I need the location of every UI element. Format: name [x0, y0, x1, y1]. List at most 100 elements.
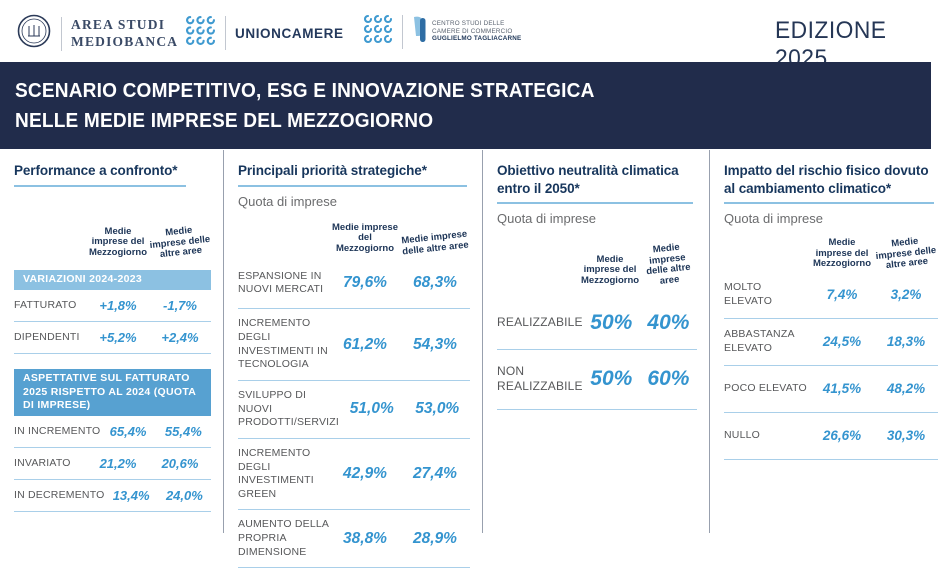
logo-divider [402, 14, 403, 49]
row-label: INCREMENTO DEGLI INVESTIMENTI IN TECNOLO… [238, 317, 328, 371]
value-altre-aree: 30,3% [886, 428, 926, 444]
table-row: ABBASTANZA ELEVATO 24,5% 18,3% [724, 319, 938, 366]
mediobanca-logo: AREA STUDI MEDIOBANCA [16, 13, 178, 54]
unioncamere-logo: UNIONCAMERE [185, 15, 344, 51]
table-row: FATTURATO +1,8% -1,7% [14, 290, 211, 323]
header-mezzogiorno: Medie imprese del Mezzogiorno [88, 225, 148, 258]
slide-title-bar: SCENARIO COMPETITIVO, ESG E INNOVAZIONE … [0, 62, 931, 149]
value-altre-aree: 54,3% [413, 335, 457, 353]
table-row: NON REALIZZABILE 50% 60% [497, 350, 697, 410]
row-label: MOLTO ELEVATO [724, 281, 773, 307]
column-header-row: Medie imprese del Mezzogiorno Medie impr… [724, 235, 938, 272]
row-label: POCO ELEVATO [724, 382, 807, 395]
table-row: REALIZZABILE 50% 40% [497, 297, 697, 350]
table-row: MOLTO ELEVATO 7,4% 3,2% [724, 272, 938, 319]
value-altre-aree: 27,4% [413, 465, 457, 483]
logo-divider [225, 16, 226, 50]
column-title: Obiettivo neutralità climatica entro il … [497, 163, 679, 196]
table-row: INCREMENTO DEGLI INVESTIMENTI GREEN 42,9… [238, 439, 470, 511]
value-altre-aree: 53,0% [415, 400, 460, 418]
slide-title-line2: NELLE MEDIE IMPRESE DEL MEZZOGIORNO [15, 108, 434, 132]
unioncamere-swirl-icon [185, 15, 216, 51]
value-mezzogiorno: 41,5% [822, 381, 862, 397]
mediobanca-emblem-icon [16, 13, 52, 54]
value-mezzogiorno: 61,2% [343, 335, 387, 353]
header-mezzogiorno: Medie imprese del Mezzogiorno [812, 237, 872, 270]
title-underline [238, 184, 467, 187]
header-mezzogiorno: Medie imprese del Mezzogiorno [332, 221, 398, 254]
table-row: NULLO 26,6% 30,3% [724, 413, 938, 460]
row-label: NULLO [724, 429, 761, 442]
row-label: INVARIATO [14, 456, 71, 469]
value-altre-aree: 24,0% [165, 487, 203, 503]
header-altre-aree: Medie imprese delle altre aree [645, 241, 692, 287]
value-altre-aree: 55,4% [164, 423, 202, 439]
column-subtitle: Quota di imprese [497, 211, 596, 227]
value-mezzogiorno: 51,0% [349, 400, 394, 418]
column-subtitle: Quota di imprese [724, 211, 823, 227]
logo-band: AREA STUDI MEDIOBANCA UNIONCAMERE CENTRO… [0, 0, 950, 72]
logo-divider [61, 16, 62, 51]
value-mezzogiorno: 13,4% [112, 487, 150, 503]
column-subtitle: Quota di imprese [238, 193, 337, 209]
value-altre-aree: 18,3% [886, 334, 926, 350]
value-mezzogiorno: 7,4% [826, 287, 858, 303]
row-label: IN DECREMENTO [14, 488, 105, 501]
table-row: DIPENDENTI +5,2% +2,4% [14, 322, 211, 355]
tagliacarne-logo: CENTRO STUDI DELLE CAMERE DI COMMERCIO G… [363, 14, 521, 49]
column-header-row: Medie imprese del Mezzogiorno Medie impr… [14, 224, 211, 260]
value-mezzogiorno: 24,5% [822, 334, 862, 350]
column-title: Performance a confronto* [14, 163, 178, 178]
row-label: IN INCREMENTO [14, 424, 101, 437]
value-altre-aree: -1,7% [163, 298, 197, 314]
header-mezzogiorno: Medie imprese del Mezzogiorno [581, 253, 640, 286]
tagliacarne-label-line1: CENTRO STUDI DELLE [432, 19, 505, 27]
header-altre-aree: Medie imprese delle altre aree [875, 235, 937, 272]
title-underline [14, 184, 186, 187]
header-altre-aree: Medie imprese delle altre aree [400, 228, 470, 258]
value-altre-aree: 3,2% [890, 287, 922, 303]
table-row: AUMENTO DELLA PROPRIA DIMENSIONE 38,8% 2… [238, 510, 470, 568]
value-mezzogiorno: +1,8% [99, 298, 137, 314]
row-label: NON REALIZZABILE [497, 363, 583, 394]
column-title: Impatto del rischio fisico dovuto al cam… [724, 163, 929, 196]
banner-aspettative: ASPETTATIVE SUL FATTURATO 2025 RISPETTO … [14, 369, 211, 416]
column-header-row: Medie imprese del Mezzogiorno Medie impr… [497, 241, 697, 287]
table-row: IN INCREMENTO 65,4% 55,4% [14, 416, 211, 448]
value-altre-aree: 20,6% [161, 455, 199, 471]
table-row: IN DECREMENTO 13,4% 24,0% [14, 480, 211, 512]
value-altre-aree: 40% [647, 310, 690, 334]
column-performance: Performance a confronto* Medie imprese d… [0, 150, 224, 533]
column-neutralita-climatica: Obiettivo neutralità climatica entro il … [483, 150, 710, 533]
value-mezzogiorno: 50% [590, 310, 633, 334]
tagliacarne-label-line2: CAMERE DI COMMERCIO [432, 27, 513, 35]
tagliacarne-label-line3: GUGLIELMO TAGLIACARNE [432, 35, 522, 43]
table-row: INCREMENTO DEGLI INVESTIMENTI IN TECNOLO… [238, 309, 470, 381]
value-altre-aree: 48,2% [886, 381, 926, 397]
column-header-row: Medie imprese del Mezzogiorno Medie impr… [238, 221, 470, 258]
value-altre-aree: 60% [647, 367, 690, 391]
table-row: POCO ELEVATO 41,5% 48,2% [724, 366, 938, 413]
row-label: REALIZZABILE [497, 314, 583, 329]
value-mezzogiorno: 79,6% [343, 274, 387, 292]
value-mezzogiorno: 42,9% [343, 465, 387, 483]
value-mezzogiorno: +5,2% [99, 330, 137, 346]
value-altre-aree: +2,4% [161, 330, 199, 346]
column-title: Principali priorità strategiche* [238, 163, 427, 178]
content-columns: Performance a confronto* Medie imprese d… [0, 150, 950, 568]
row-label: FATTURATO [14, 298, 77, 311]
value-mezzogiorno: 65,4% [109, 423, 147, 439]
table-row: SVILUPPO DI NUOVI PRODOTTI/SERVIZI 51,0%… [238, 381, 470, 439]
row-label: DIPENDENTI [14, 330, 80, 343]
row-label: INCREMENTO DEGLI INVESTIMENTI GREEN [238, 446, 314, 500]
value-mezzogiorno: 50% [590, 367, 633, 391]
table-row: ESPANSIONE IN NUOVI MERCATI 79,6% 68,3% [238, 258, 470, 310]
row-label: AUMENTO DELLA PROPRIA DIMENSIONE [238, 518, 329, 558]
slide-title-line1: SCENARIO COMPETITIVO, ESG E INNOVAZIONE … [15, 79, 595, 103]
row-label: ABBASTANZA ELEVATO [724, 328, 795, 354]
value-altre-aree: 68,3% [413, 274, 457, 292]
mediobanca-label-line2: MEDIOBANCA [71, 33, 179, 49]
header-altre-aree: Medie imprese delle altre aree [149, 224, 211, 260]
column-priorita-strategiche: Principali priorità strategiche* Quota d… [224, 150, 483, 568]
table-row: INVARIATO 21,2% 20,6% [14, 448, 211, 480]
